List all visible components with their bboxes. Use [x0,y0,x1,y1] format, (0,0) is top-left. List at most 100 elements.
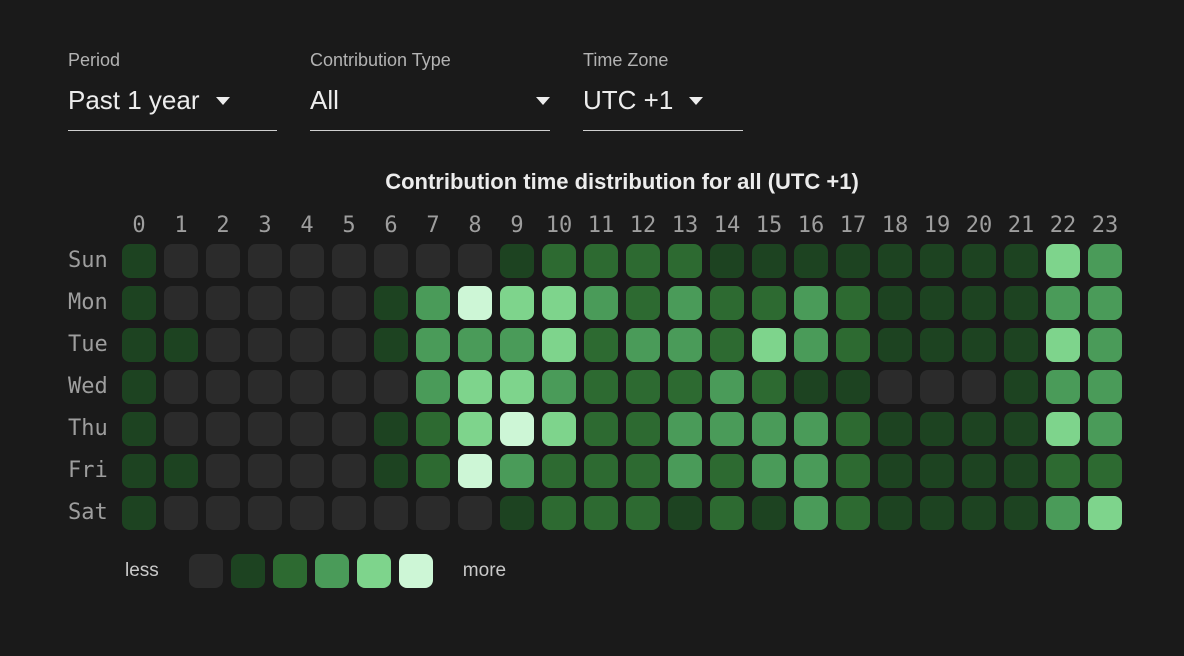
heatmap-cell[interactable] [500,328,534,362]
heatmap-cell[interactable] [710,286,744,320]
contribution-type-dropdown[interactable]: All [310,85,550,131]
heatmap-cell[interactable] [122,286,156,320]
heatmap-cell[interactable] [374,370,408,404]
heatmap-cell[interactable] [752,496,786,530]
heatmap-cell[interactable] [794,454,828,488]
heatmap-cell[interactable] [626,454,660,488]
heatmap-cell[interactable] [878,496,912,530]
heatmap-cell[interactable] [752,412,786,446]
heatmap-cell[interactable] [332,370,366,404]
heatmap-cell[interactable] [332,286,366,320]
heatmap-cell[interactable] [416,286,450,320]
heatmap-cell[interactable] [1046,286,1080,320]
heatmap-cell[interactable] [920,370,954,404]
heatmap-cell[interactable] [962,286,996,320]
heatmap-cell[interactable] [458,370,492,404]
heatmap-cell[interactable] [164,328,198,362]
heatmap-cell[interactable] [458,328,492,362]
heatmap-cell[interactable] [962,412,996,446]
heatmap-cell[interactable] [416,496,450,530]
heatmap-cell[interactable] [248,244,282,278]
heatmap-cell[interactable] [668,412,702,446]
heatmap-cell[interactable] [626,286,660,320]
heatmap-cell[interactable] [542,370,576,404]
heatmap-cell[interactable] [710,496,744,530]
heatmap-cell[interactable] [122,370,156,404]
heatmap-cell[interactable] [668,370,702,404]
heatmap-cell[interactable] [878,412,912,446]
heatmap-cell[interactable] [332,244,366,278]
heatmap-cell[interactable] [836,370,870,404]
heatmap-cell[interactable] [206,370,240,404]
heatmap-cell[interactable] [248,328,282,362]
heatmap-cell[interactable] [542,412,576,446]
heatmap-cell[interactable] [1046,454,1080,488]
heatmap-cell[interactable] [290,454,324,488]
heatmap-cell[interactable] [1046,412,1080,446]
heatmap-cell[interactable] [1088,328,1122,362]
heatmap-cell[interactable] [500,286,534,320]
heatmap-cell[interactable] [164,286,198,320]
heatmap-cell[interactable] [458,412,492,446]
heatmap-cell[interactable] [374,454,408,488]
heatmap-cell[interactable] [794,370,828,404]
heatmap-cell[interactable] [542,496,576,530]
heatmap-cell[interactable] [584,286,618,320]
heatmap-cell[interactable] [752,286,786,320]
heatmap-cell[interactable] [710,370,744,404]
heatmap-cell[interactable] [920,454,954,488]
heatmap-cell[interactable] [584,496,618,530]
heatmap-cell[interactable] [962,370,996,404]
heatmap-cell[interactable] [626,412,660,446]
heatmap-cell[interactable] [1004,328,1038,362]
heatmap-cell[interactable] [1046,244,1080,278]
heatmap-cell[interactable] [500,496,534,530]
heatmap-cell[interactable] [794,496,828,530]
heatmap-cell[interactable] [206,496,240,530]
heatmap-cell[interactable] [626,370,660,404]
heatmap-cell[interactable] [332,496,366,530]
heatmap-cell[interactable] [836,496,870,530]
heatmap-cell[interactable] [794,412,828,446]
heatmap-cell[interactable] [206,244,240,278]
heatmap-cell[interactable] [962,328,996,362]
heatmap-cell[interactable] [962,454,996,488]
heatmap-cell[interactable] [164,454,198,488]
heatmap-cell[interactable] [878,244,912,278]
heatmap-cell[interactable] [122,328,156,362]
heatmap-cell[interactable] [416,454,450,488]
heatmap-cell[interactable] [374,328,408,362]
heatmap-cell[interactable] [332,328,366,362]
heatmap-cell[interactable] [710,328,744,362]
heatmap-cell[interactable] [164,244,198,278]
heatmap-cell[interactable] [584,412,618,446]
heatmap-cell[interactable] [836,286,870,320]
heatmap-cell[interactable] [290,286,324,320]
heatmap-cell[interactable] [164,370,198,404]
heatmap-cell[interactable] [542,286,576,320]
heatmap-cell[interactable] [374,496,408,530]
heatmap-cell[interactable] [668,496,702,530]
heatmap-cell[interactable] [248,454,282,488]
heatmap-cell[interactable] [836,454,870,488]
heatmap-cell[interactable] [626,328,660,362]
heatmap-cell[interactable] [374,286,408,320]
heatmap-cell[interactable] [290,496,324,530]
heatmap-cell[interactable] [584,244,618,278]
heatmap-cell[interactable] [1088,370,1122,404]
heatmap-cell[interactable] [668,244,702,278]
heatmap-cell[interactable] [122,412,156,446]
heatmap-cell[interactable] [668,286,702,320]
heatmap-cell[interactable] [878,328,912,362]
heatmap-cell[interactable] [836,328,870,362]
heatmap-cell[interactable] [1004,370,1038,404]
heatmap-cell[interactable] [248,412,282,446]
heatmap-cell[interactable] [500,454,534,488]
heatmap-cell[interactable] [458,496,492,530]
heatmap-cell[interactable] [836,244,870,278]
heatmap-cell[interactable] [626,244,660,278]
heatmap-cell[interactable] [248,496,282,530]
heatmap-cell[interactable] [1088,412,1122,446]
heatmap-cell[interactable] [1046,496,1080,530]
heatmap-cell[interactable] [626,496,660,530]
